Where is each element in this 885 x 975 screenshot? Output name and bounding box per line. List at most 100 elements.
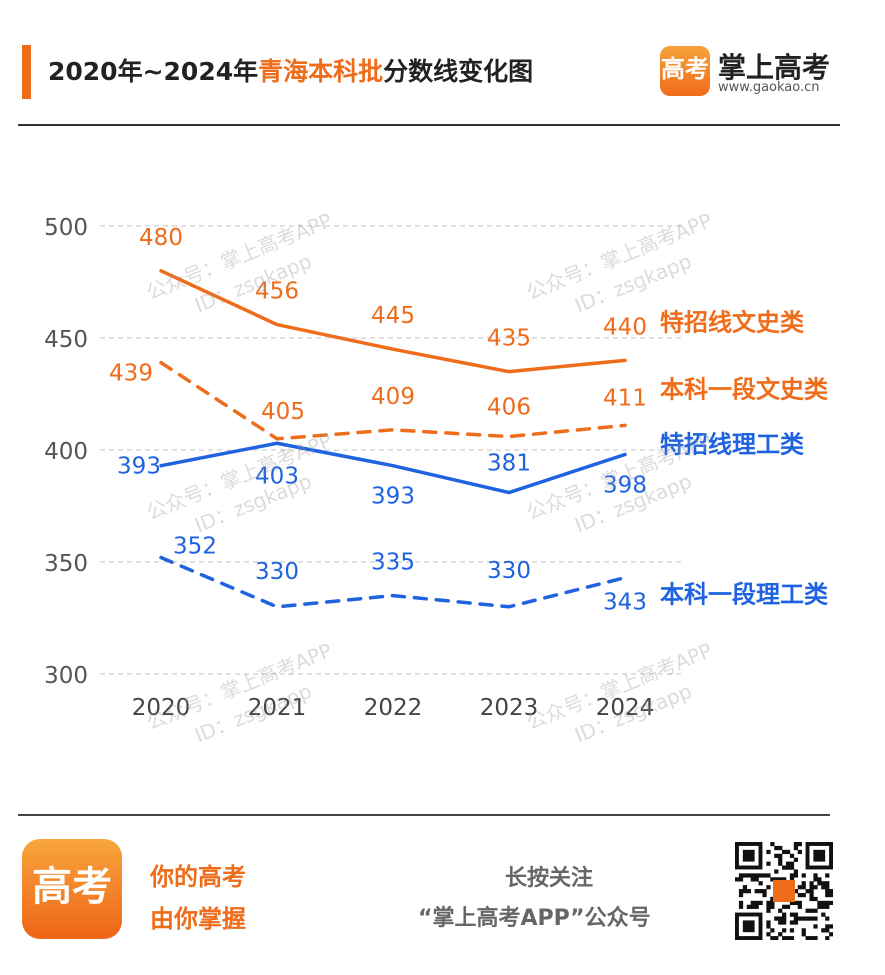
qr-module xyxy=(782,849,787,855)
qr-module xyxy=(813,936,818,940)
series-label: 本科一段文史类 xyxy=(660,375,829,403)
qr-module xyxy=(782,928,787,933)
qr-module xyxy=(778,845,783,851)
qr-module xyxy=(758,889,763,894)
qr-module xyxy=(801,881,806,886)
qr-module xyxy=(770,900,775,906)
qr-module xyxy=(766,932,771,937)
data-label: 335 xyxy=(371,550,415,576)
qr-module xyxy=(797,849,802,855)
brand-url: www.gaokao.cn xyxy=(718,80,820,95)
title-prefix: 2020年~2024年 xyxy=(48,57,259,86)
qr-module xyxy=(766,873,771,878)
qr-module xyxy=(754,900,759,906)
qr-module xyxy=(821,881,826,886)
qr-module xyxy=(774,869,779,874)
qr-module xyxy=(805,889,810,894)
qr-module xyxy=(825,916,830,921)
qr-module xyxy=(766,849,771,855)
qr-module xyxy=(809,881,814,886)
qr-module xyxy=(746,873,751,878)
qr-module xyxy=(758,873,763,878)
qr-module xyxy=(750,904,755,909)
y-tick-label: 300 xyxy=(44,663,88,689)
x-tick-label: 2020 xyxy=(132,695,191,721)
data-label: 352 xyxy=(173,534,217,560)
qr-module xyxy=(809,936,814,940)
qr-module xyxy=(805,936,810,940)
data-label: 381 xyxy=(487,451,531,477)
qr-module xyxy=(825,904,830,909)
qr-module xyxy=(825,889,830,894)
qr-module xyxy=(754,904,759,909)
x-tick-label: 2023 xyxy=(480,695,539,721)
qr-module xyxy=(789,853,795,858)
qr-module xyxy=(793,912,799,917)
qr-module xyxy=(738,892,744,898)
qr-module xyxy=(797,892,802,898)
y-tick-label: 350 xyxy=(44,551,88,577)
qr-module xyxy=(750,873,755,878)
qr-module xyxy=(785,865,791,870)
score-line-chart: 300 350 400 450 500 2020 2021 2022 2023 2024 480 45… xyxy=(44,208,829,747)
qr-module xyxy=(746,889,751,894)
qr-module xyxy=(809,889,814,894)
qr-module xyxy=(785,861,791,866)
qr-module xyxy=(738,877,744,882)
qr-module xyxy=(801,928,806,933)
title-highlight: 青海本科批 xyxy=(258,57,384,86)
qr-module xyxy=(817,900,822,906)
footer-logo-icon: 高考 xyxy=(22,839,122,939)
qr-module xyxy=(750,877,755,882)
series-line xyxy=(159,555,627,609)
qr-module xyxy=(766,908,771,913)
qr-module xyxy=(785,849,791,855)
slogan-line2: 由你掌握 xyxy=(150,905,246,933)
qr-module xyxy=(785,904,791,909)
series-line xyxy=(159,269,627,374)
qr-module xyxy=(789,912,795,917)
qr-module xyxy=(821,885,826,890)
data-label: 445 xyxy=(371,303,415,329)
qr-module xyxy=(782,877,787,882)
qr-module xyxy=(770,936,775,940)
data-label: 409 xyxy=(371,384,415,410)
qr-module xyxy=(809,908,814,913)
qr-module xyxy=(789,865,795,870)
qr-module xyxy=(782,912,787,917)
qr-module xyxy=(789,873,795,878)
qr-module xyxy=(766,885,771,890)
qr-module xyxy=(809,892,814,898)
qr-module xyxy=(829,900,833,906)
qr-module xyxy=(742,889,748,894)
qr-module xyxy=(778,861,783,866)
qr-code-icon[interactable] xyxy=(735,842,833,940)
x-tick-label: 2022 xyxy=(364,695,423,721)
brand-header[interactable]: 高考 掌上高考 www.gaokao.cn xyxy=(660,46,865,102)
qr-module xyxy=(782,920,787,925)
footer-divider xyxy=(18,814,830,816)
follow-line1: 长按关注 xyxy=(505,866,594,891)
data-label: 403 xyxy=(255,463,299,489)
qr-module xyxy=(735,877,740,882)
qr-module xyxy=(774,916,779,921)
qr-module xyxy=(813,916,818,921)
qr-module xyxy=(829,924,833,929)
qr-module xyxy=(789,920,795,925)
qr-module xyxy=(762,889,767,894)
x-tick-label: 2024 xyxy=(596,695,655,721)
qr-module xyxy=(778,877,783,882)
qr-module xyxy=(825,928,830,933)
qr-module xyxy=(754,877,759,882)
qr-module xyxy=(793,857,799,862)
qr-module xyxy=(762,873,767,878)
qr-module xyxy=(770,904,775,909)
qr-module xyxy=(793,842,799,847)
data-label: 398 xyxy=(603,472,647,498)
qr-module xyxy=(793,869,799,874)
series-label: 特招线文史类 xyxy=(660,308,805,336)
qr-module xyxy=(766,920,771,925)
qr-module xyxy=(782,904,787,909)
qr-module xyxy=(782,936,787,940)
